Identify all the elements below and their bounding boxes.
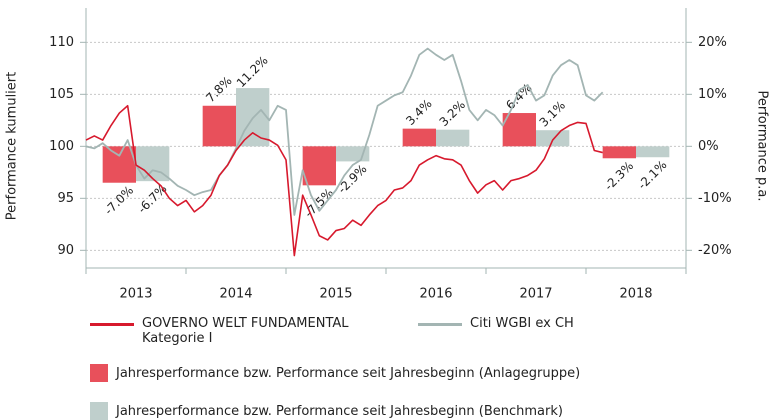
legend-swatch — [90, 364, 108, 382]
value-label: -2.3% — [602, 159, 637, 194]
bar — [402, 128, 436, 147]
y-tick-label: 90 — [57, 243, 74, 258]
bar — [202, 105, 236, 147]
y2-axis-label: Performance p.a. — [755, 91, 770, 202]
y-tick-label: 105 — [49, 87, 74, 102]
y-tick-label: 100 — [49, 139, 74, 154]
y-tick-label: 110 — [49, 35, 74, 50]
line — [85, 47, 604, 216]
value-label: -2.1% — [635, 158, 670, 193]
value-label: -7.0% — [102, 183, 137, 218]
chart: Performance kumuliert Performance p.a. 9… — [5, 8, 770, 301]
bar — [302, 146, 336, 186]
bar — [102, 146, 136, 183]
line — [85, 104, 603, 257]
value-label: 3.1% — [537, 98, 568, 129]
bar — [636, 146, 670, 158]
x-tick-label: 2014 — [219, 287, 252, 301]
y2-tick-label: -20% — [698, 243, 732, 258]
value-label: -7.5% — [302, 186, 337, 221]
x-tick-label: 2015 — [319, 287, 352, 301]
value-label: 3.4% — [403, 97, 434, 128]
legend-swatch — [90, 323, 134, 326]
value-label: 11.2% — [234, 53, 271, 90]
bar — [436, 129, 470, 147]
x-tick-label: 2018 — [619, 287, 652, 301]
value-label: 3.2% — [437, 98, 468, 129]
bar — [602, 146, 636, 159]
bar — [502, 113, 536, 147]
value-label: 7.8% — [203, 74, 234, 105]
value-label: -6.7% — [135, 182, 170, 217]
y2-tick-label: 0% — [698, 139, 719, 154]
value-label: 6.4% — [503, 81, 534, 112]
y2-tick-label: 20% — [698, 35, 727, 50]
y2-tick-label: 10% — [698, 87, 727, 102]
y-tick-label: 95 — [57, 191, 74, 206]
y-axis-label: Performance kumuliert — [5, 72, 20, 220]
x-tick-label: 2013 — [119, 287, 152, 301]
legend-label: GOVERNO WELT FUNDAMENTAL Kategorie I — [142, 316, 349, 346]
x-tick-label: 2016 — [419, 287, 452, 301]
x-tick-label: 2017 — [519, 287, 552, 301]
y2-tick-label: -10% — [698, 191, 732, 206]
legend-label: Jahresperformance bzw. Performance seit … — [116, 366, 581, 381]
value-label: -2.9% — [335, 162, 370, 197]
legend-swatch — [418, 323, 462, 326]
bar — [536, 130, 570, 147]
legend-label: Citi WGBI ex CH — [470, 316, 574, 331]
legend-swatch — [90, 402, 108, 420]
